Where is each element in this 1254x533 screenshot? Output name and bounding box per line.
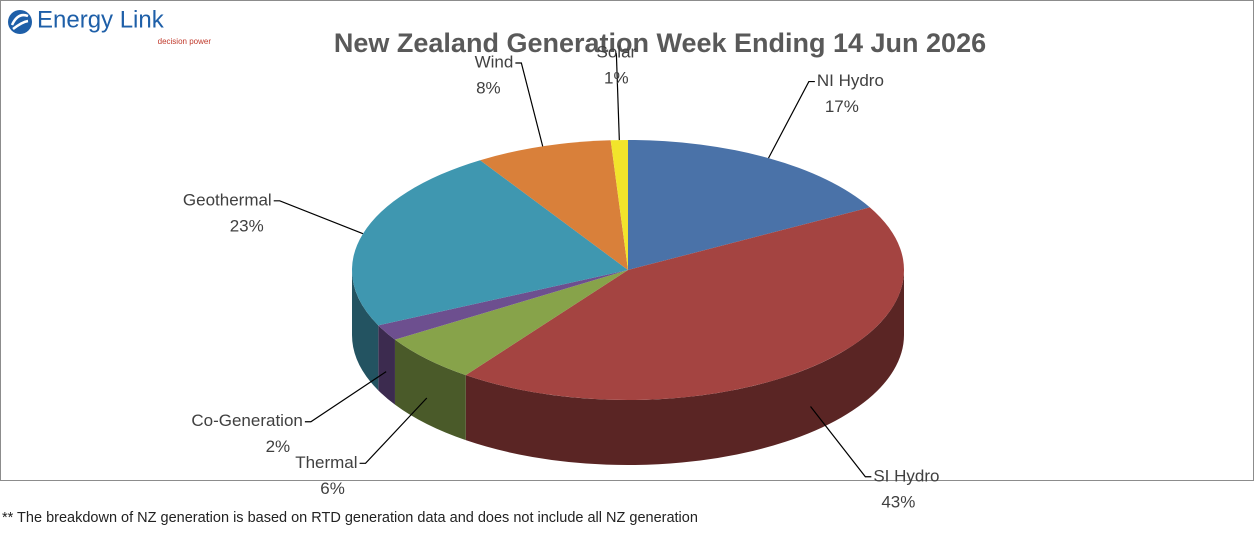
logo-icon [8, 10, 32, 34]
slice-side [465, 270, 904, 465]
slice [628, 140, 870, 270]
value-label: 43% [881, 492, 915, 511]
slice-side [352, 270, 379, 391]
value-label: 2% [266, 437, 291, 456]
value-label: 17% [825, 97, 859, 116]
value-label: 1% [604, 69, 629, 88]
slice-side [394, 339, 466, 441]
slice-label: Thermal [295, 453, 357, 472]
value-label: 6% [320, 479, 345, 498]
slice [465, 207, 905, 400]
slice-label: Co-Generation [191, 411, 303, 430]
value-label: 23% [230, 216, 264, 235]
slice-label: SI Hydro [873, 466, 939, 485]
value-label: 8% [476, 79, 501, 98]
logo-swirl [10, 13, 29, 30]
leader-line [767, 80, 815, 159]
logo-tagline: decision power [158, 37, 212, 46]
slice [378, 270, 628, 340]
slice-label: Geothermal [183, 190, 272, 209]
slice [480, 140, 628, 270]
leader-line [810, 406, 872, 478]
leader-line [273, 200, 364, 235]
leader-line [359, 397, 428, 464]
leader-line [304, 371, 387, 423]
slice-side [378, 325, 395, 405]
slice-label: Wind [475, 53, 514, 72]
slice-label: NI Hydro [817, 71, 884, 90]
slice-label: Solar [597, 43, 637, 62]
logo-name: Energy Link [37, 6, 165, 33]
chart-title: New Zealand Generation Week Ending 14 Ju… [334, 28, 986, 58]
leader-line [615, 53, 620, 141]
leader-line [515, 62, 544, 147]
slice [394, 270, 628, 376]
footnote: ** The breakdown of NZ generation is bas… [2, 510, 698, 526]
slice [610, 140, 628, 270]
slice [351, 160, 628, 326]
